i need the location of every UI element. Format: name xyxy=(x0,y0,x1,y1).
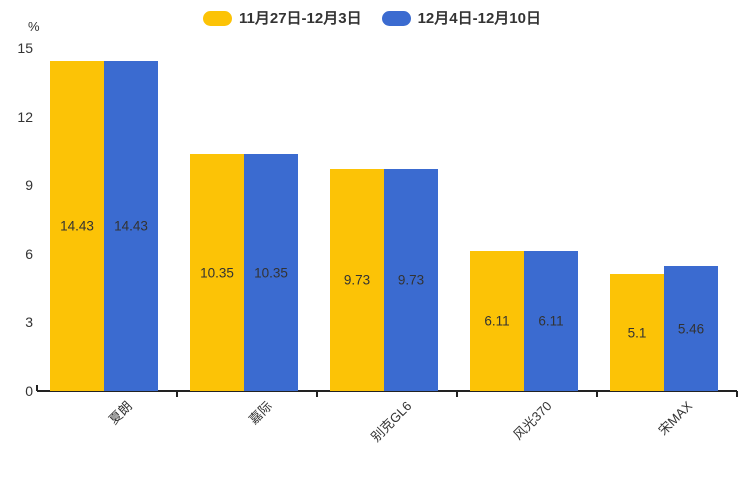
x-category-label: 夏朗 xyxy=(105,398,135,428)
bar-11月27日-12月3日-夏朗[interactable]: 14.43 xyxy=(50,61,104,391)
x-axis-tick xyxy=(456,391,458,397)
x-axis-tick xyxy=(316,391,318,397)
legend-swatch-icon xyxy=(203,11,232,26)
bar-11月27日-12月3日-风光370[interactable]: 6.11 xyxy=(470,251,524,391)
bar-value-label: 14.43 xyxy=(114,218,148,234)
bar-12月4日-12月10日-风光370[interactable]: 6.11 xyxy=(524,251,578,391)
legend: 11月27日-12月3日 12月4日-12月10日 xyxy=(0,11,744,26)
x-axis-tick xyxy=(736,391,738,397)
bar-12月4日-12月10日-别克GL6[interactable]: 9.73 xyxy=(384,168,438,391)
x-category-label: 嘉际 xyxy=(245,398,275,428)
legend-swatch-icon xyxy=(381,11,411,26)
legend-item-label: 12月4日-12月10日 xyxy=(417,10,541,27)
bar-value-label: 14.43 xyxy=(60,218,94,234)
bar-11月27日-12月3日-别克GL6[interactable]: 9.73 xyxy=(330,168,384,391)
x-category-label: 宋MAX xyxy=(655,398,695,439)
bar-12月4日-12月10日-夏朗[interactable]: 14.43 xyxy=(104,61,158,391)
x-axis-line xyxy=(37,390,737,392)
bar-value-label: 5.1 xyxy=(627,325,647,341)
x-axis-tick xyxy=(176,391,178,397)
y-axis-unit: % xyxy=(28,19,40,34)
x-axis-tick xyxy=(596,391,598,397)
bar-value-label: 6.11 xyxy=(538,313,564,329)
bar-12月4日-12月10日-嘉际[interactable]: 10.35 xyxy=(244,154,298,391)
y-tick-label: 9 xyxy=(25,177,33,194)
bar-11月27日-12月3日-嘉际[interactable]: 10.35 xyxy=(190,154,244,391)
bar-value-label: 9.73 xyxy=(397,272,425,288)
bar-value-label: 10.35 xyxy=(254,265,288,281)
y-tick-label: 6 xyxy=(25,245,33,262)
x-category-label: 风光370 xyxy=(510,398,555,443)
bar-value-label: 5.46 xyxy=(677,321,705,337)
y-tick-label: 15 xyxy=(17,40,33,56)
y-tick-label: 12 xyxy=(17,108,33,125)
bar-12月4日-12月10日-宋MAX[interactable]: 5.46 xyxy=(664,266,718,391)
bar-11月27日-12月3日-宋MAX[interactable]: 5.1 xyxy=(610,274,664,391)
legend-item-series-1[interactable]: 11月27日-12月3日 xyxy=(203,11,362,26)
bar-value-label: 9.73 xyxy=(343,272,371,288)
bar-value-label: 10.35 xyxy=(200,265,234,281)
x-category-label: 别克GL6 xyxy=(368,398,415,445)
legend-item-series-2[interactable]: 12月4日-12月10日 xyxy=(381,10,541,27)
legend-item-label: 11月27日-12月3日 xyxy=(239,10,362,27)
x-axis-tick xyxy=(36,385,38,391)
y-tick-label: 3 xyxy=(25,314,33,331)
bar-value-label: 6.11 xyxy=(484,313,510,329)
y-tick-label: 0 xyxy=(25,383,33,399)
